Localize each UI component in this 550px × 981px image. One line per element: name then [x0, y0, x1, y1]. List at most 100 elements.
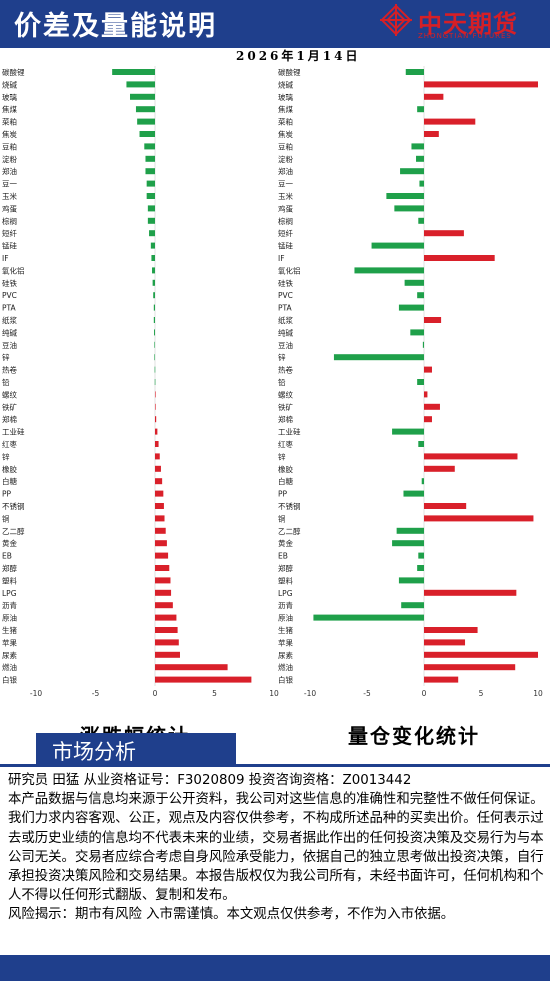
category-label-0-0: 碳酸锂 — [2, 67, 25, 77]
bar-1-4 — [424, 118, 476, 125]
category-label-0-21: 纯碱 — [2, 327, 17, 337]
category-label-1-15: IF — [278, 254, 285, 263]
bar-1-6 — [411, 143, 424, 150]
bar-1-17 — [404, 279, 424, 286]
category-label-1-20: 纸浆 — [278, 315, 293, 325]
category-label-1-38: 黄金 — [278, 538, 293, 548]
bar-0-27 — [155, 403, 156, 410]
bar-0-21 — [154, 329, 155, 336]
category-label-1-9: 豆一 — [278, 180, 293, 189]
right-chart-caption: 量仓变化统计 — [348, 724, 480, 748]
category-label-1-40: 郑醇 — [278, 563, 293, 573]
bar-0-11 — [147, 205, 155, 212]
category-label-0-26: 螺纹 — [2, 389, 17, 399]
bar-1-0 — [405, 69, 424, 75]
bar-1-38 — [392, 540, 424, 547]
bar-1-13 — [424, 230, 464, 237]
bar-1-27 — [424, 403, 440, 410]
bar-0-15 — [151, 255, 155, 261]
category-label-1-17: 硅铁 — [278, 278, 293, 288]
category-label-1-35: 不锈钢 — [278, 501, 301, 511]
category-label-0-38: 黄金 — [2, 538, 17, 548]
bar-0-28 — [155, 416, 157, 423]
category-label-1-41: 塑料 — [278, 575, 293, 585]
bar-1-35 — [424, 503, 467, 509]
bar-1-19 — [398, 304, 424, 311]
category-label-1-32: 橡胶 — [278, 464, 293, 474]
x-tick-1-2: 0 — [422, 689, 427, 698]
bar-1-29 — [392, 428, 424, 435]
category-label-1-10: 玉米 — [278, 191, 293, 201]
category-label-0-29: 工业硅 — [2, 427, 25, 437]
category-label-1-0: 碳酸锂 — [278, 67, 301, 77]
report-date: 2026年1月14日 — [236, 49, 361, 63]
category-label-1-39: EB — [278, 552, 288, 561]
bar-0-3 — [135, 106, 155, 113]
bar-1-41 — [398, 577, 424, 584]
bar-0-23 — [154, 354, 156, 361]
category-label-1-12: 棕榈 — [278, 216, 293, 226]
bar-1-47 — [424, 651, 538, 658]
bar-0-8 — [145, 168, 155, 175]
bar-0-16 — [152, 267, 155, 274]
category-label-1-43: 沥青 — [278, 600, 293, 610]
bar-0-44 — [155, 614, 177, 621]
category-label-1-31: 锌 — [278, 451, 286, 461]
bar-0-7 — [145, 155, 155, 162]
category-label-0-9: 豆一 — [2, 180, 17, 189]
disclaimer-body: 本产品数据与信息均来源于公开资料，我公司对这些信息的准确性和完整性不做任何保证。… — [8, 792, 544, 904]
bar-1-23 — [333, 354, 424, 361]
category-label-0-32: 橡胶 — [2, 464, 17, 474]
bar-1-11 — [394, 205, 424, 212]
category-label-0-5: 焦炭 — [2, 129, 17, 139]
category-label-1-25: 铅 — [278, 377, 286, 387]
bar-1-8 — [400, 168, 424, 175]
category-label-0-35: 不锈钢 — [2, 501, 25, 511]
bar-0-48 — [155, 664, 228, 671]
bar-1-12 — [418, 217, 424, 224]
category-label-0-31: 锌 — [2, 451, 10, 461]
bar-1-14 — [371, 242, 424, 249]
bar-1-20 — [424, 317, 442, 323]
category-label-1-18: PVC — [278, 291, 293, 300]
category-label-1-27: 铁矿 — [278, 402, 293, 412]
bar-0-47 — [155, 651, 180, 658]
bar-1-33 — [421, 478, 424, 485]
bar-1-43 — [401, 602, 424, 609]
bar-0-9 — [146, 180, 155, 187]
category-label-0-4: 菜粕 — [2, 117, 17, 127]
category-label-1-3: 焦煤 — [278, 104, 293, 114]
category-label-0-23: 锌 — [2, 352, 10, 362]
category-label-0-10: 玉米 — [2, 191, 17, 201]
bar-0-39 — [155, 552, 169, 559]
category-label-0-36: 铜 — [2, 513, 10, 523]
header-bar: 价差及量能说明 中天期货 ZHONGTIAN FUTURES — [0, 0, 550, 48]
bar-0-33 — [155, 478, 163, 485]
category-label-1-7: 淀粉 — [278, 154, 293, 164]
bar-0-42 — [155, 589, 172, 596]
category-label-1-13: 短纤 — [278, 228, 293, 238]
category-label-1-16: 氧化铝 — [278, 265, 301, 275]
market-analysis-banner: 市场分析 — [36, 733, 236, 765]
category-label-0-39: EB — [2, 552, 12, 561]
x-tick-1-1: -5 — [363, 689, 371, 698]
category-label-0-15: IF — [2, 254, 9, 263]
bar-1-2 — [424, 93, 444, 100]
category-label-0-43: 沥青 — [2, 600, 17, 610]
category-label-0-37: 乙二醇 — [2, 526, 25, 536]
category-label-1-26: 螺纹 — [278, 389, 293, 399]
bar-1-37 — [396, 527, 424, 534]
x-tick-0-0: -10 — [30, 689, 42, 698]
category-label-0-11: 鸡蛋 — [2, 203, 17, 213]
footer-bar — [0, 955, 550, 981]
market-analysis-title: 市场分析 — [52, 740, 136, 764]
category-label-1-23: 锌 — [278, 352, 286, 362]
bar-1-39 — [418, 552, 424, 559]
category-label-1-48: 燃油 — [278, 662, 293, 672]
x-tick-0-2: 0 — [153, 689, 158, 698]
x-tick-0-4: 10 — [269, 689, 279, 698]
category-label-0-16: 氧化铝 — [2, 265, 25, 275]
bar-0-25 — [154, 379, 156, 385]
bar-0-13 — [149, 230, 155, 237]
category-label-0-12: 棕榈 — [2, 216, 17, 226]
